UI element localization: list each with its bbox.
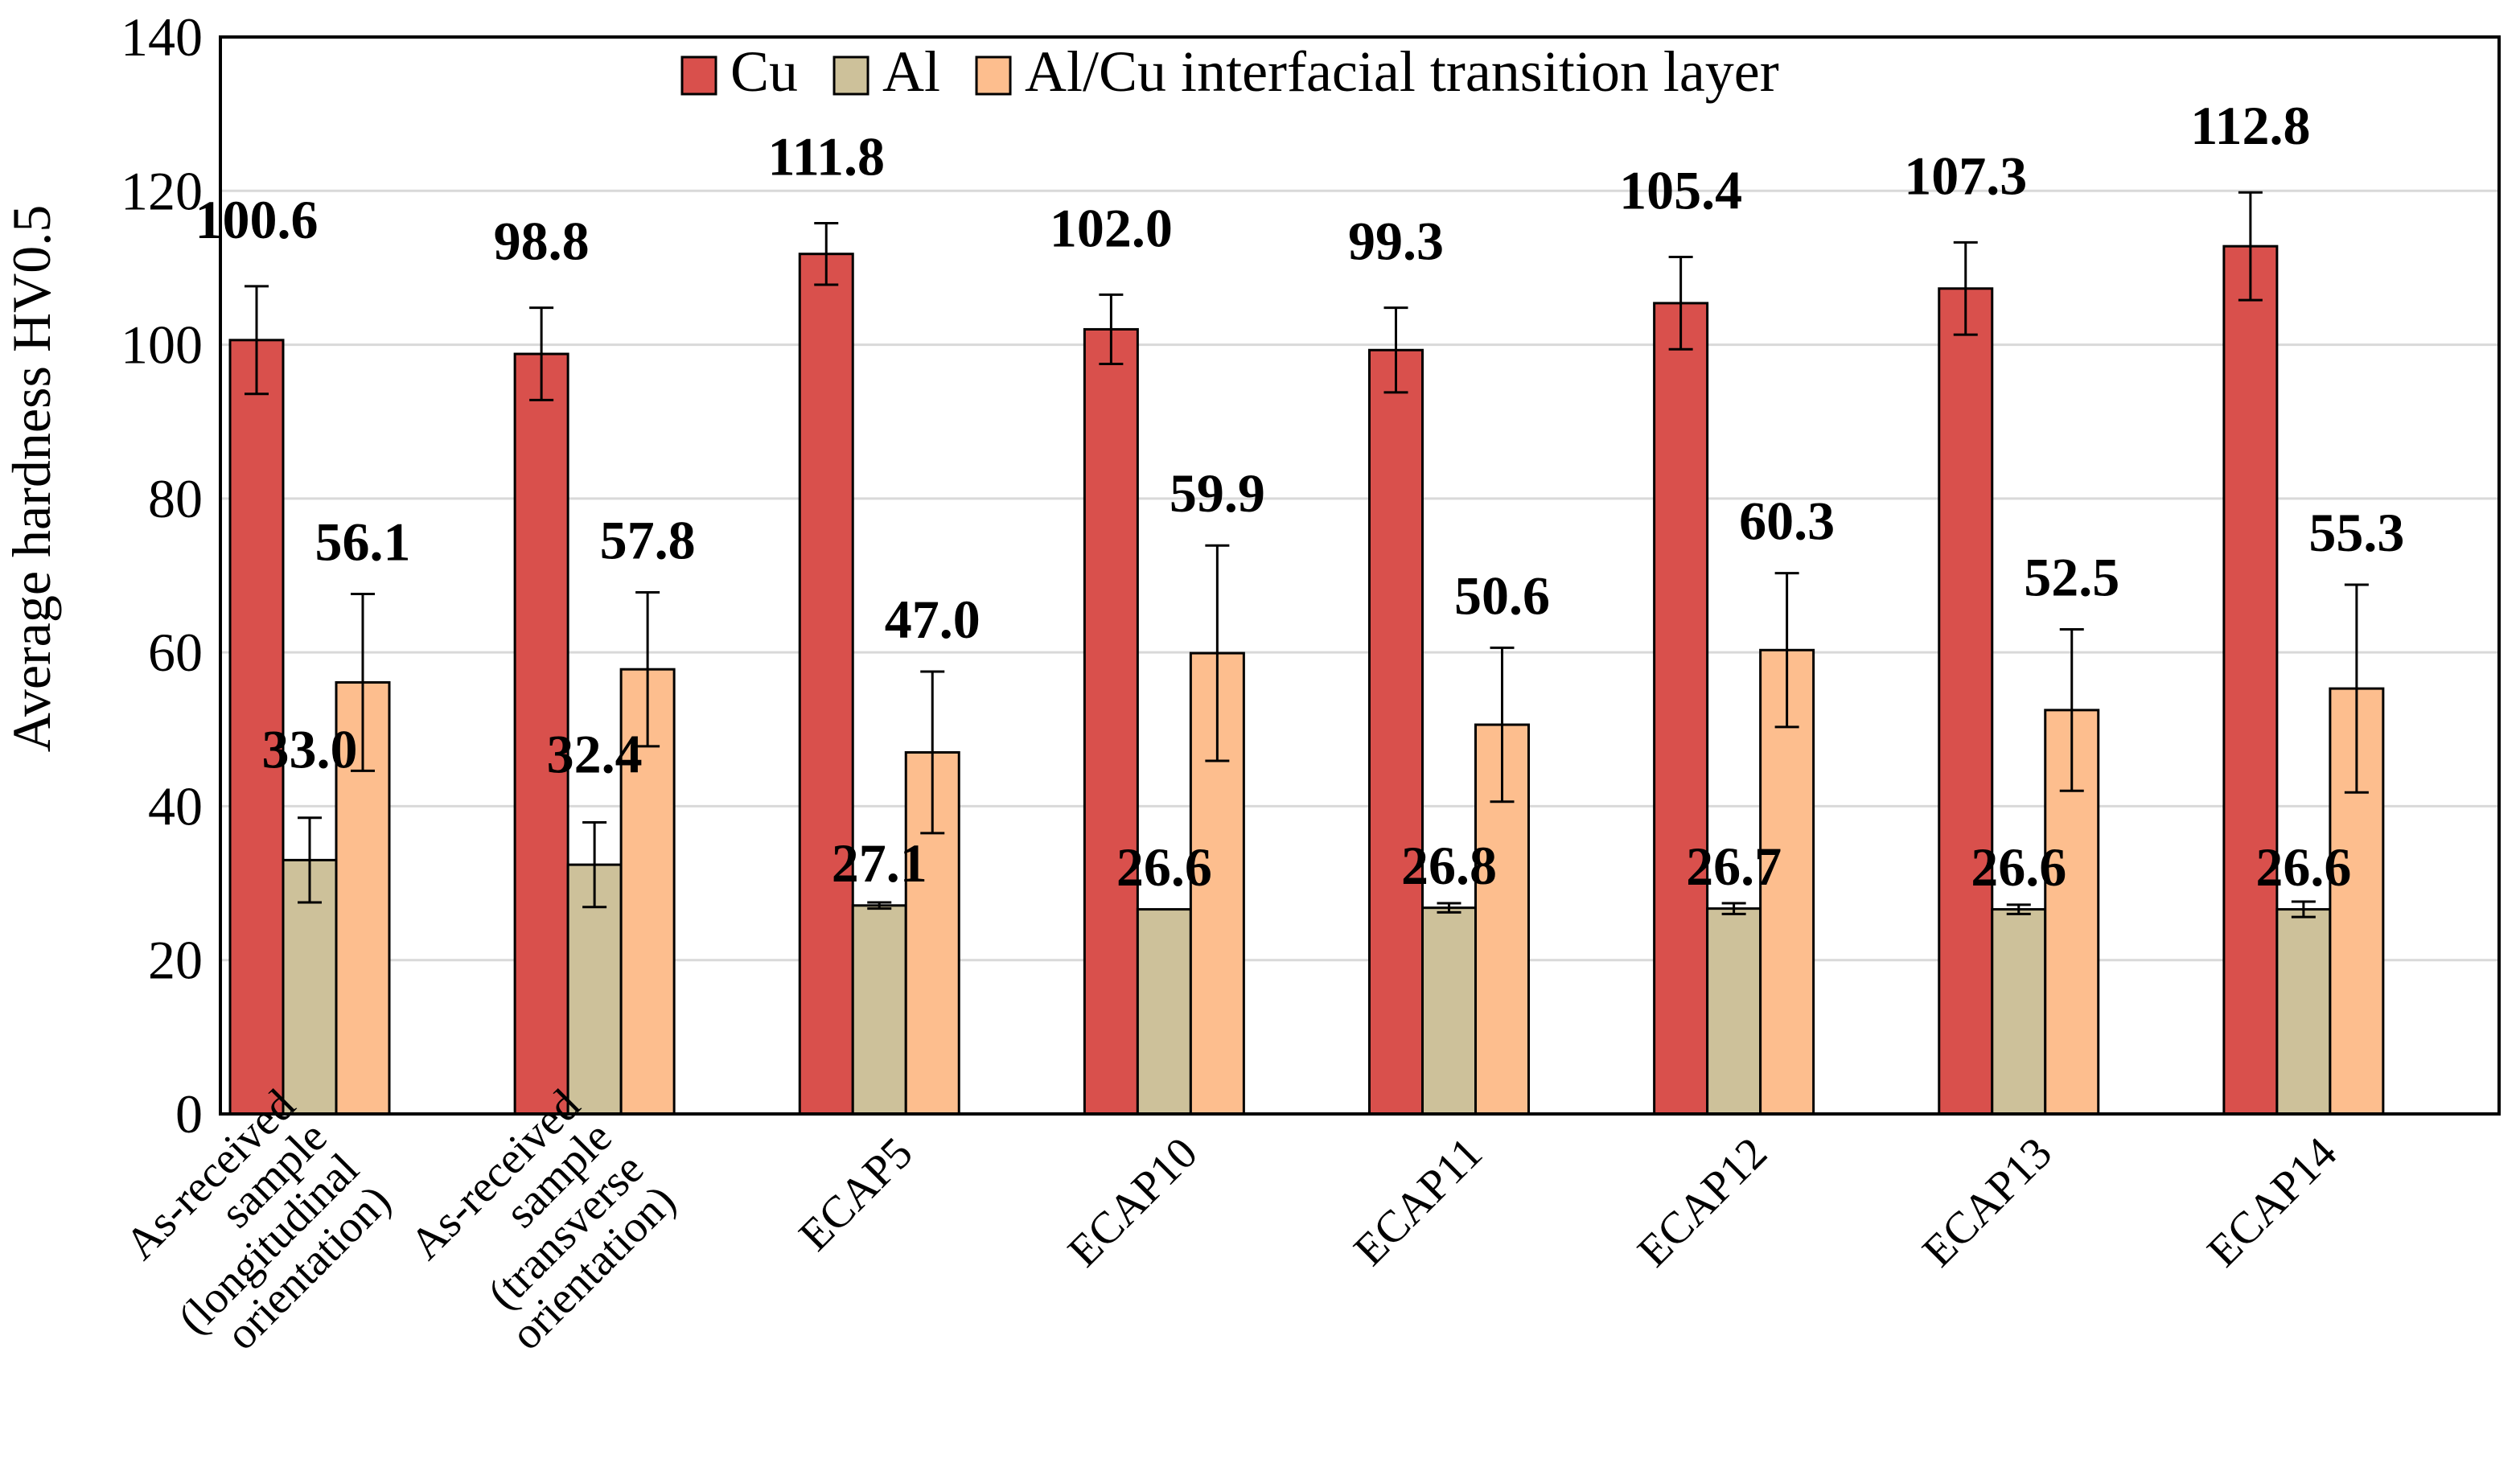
data-label: 56.1	[315, 511, 411, 572]
x-category-label-line: ECAP10	[1059, 1128, 1207, 1276]
bar-Cu	[798, 253, 854, 1116]
data-label: 59.9	[1170, 462, 1265, 524]
y-tick-label: 100	[121, 314, 203, 376]
bar-Cu	[1368, 348, 1424, 1116]
y-tick-label: 120	[121, 160, 203, 221]
legend: Cu Al Al/Cu interfacial transition layer	[680, 39, 1779, 104]
data-label: 111.8	[768, 125, 886, 187]
legend-label: Cu	[730, 39, 798, 104]
y-tick-label: 80	[148, 468, 203, 529]
bar-Cu	[1653, 302, 1709, 1116]
x-category-label: ECAP5	[790, 1128, 923, 1260]
bar-Al	[1136, 908, 1192, 1116]
x-category-label: ECAP10	[1059, 1128, 1207, 1276]
bars	[228, 191, 2385, 1116]
bar-Al/Cu interfacial transition layer	[1759, 648, 1815, 1116]
x-category-label: As-receivedsample(longitudinalorientatio…	[116, 1080, 401, 1359]
bar-Al	[1991, 908, 2047, 1116]
data-label: 50.6	[1454, 565, 1550, 626]
data-label: 26.6	[1971, 836, 2066, 898]
data-label: 105.4	[1619, 160, 1742, 221]
data-label: 98.8	[494, 211, 590, 272]
data-label: 99.3	[1348, 211, 1444, 272]
data-label: 112.8	[2190, 95, 2310, 156]
data-label: 26.8	[1401, 835, 1497, 896]
data-label: 32.4	[547, 723, 643, 784]
x-category-label-line: ECAP11	[1345, 1128, 1492, 1275]
data-label: 52.5	[2024, 546, 2119, 607]
bar-Al	[2275, 908, 2332, 1116]
plot-frame	[219, 35, 2501, 1116]
data-label: 57.8	[600, 510, 696, 571]
data-label: 107.3	[1904, 145, 2027, 206]
y-tick-label: 40	[148, 775, 203, 836]
x-category-label-line: ECAP12	[1628, 1128, 1777, 1276]
bar-Cu	[1938, 287, 1994, 1116]
x-category-label-line: ECAP5	[790, 1128, 923, 1260]
x-category-label-line: ECAP13	[1913, 1128, 2062, 1276]
data-label: 55.3	[2308, 502, 2404, 563]
x-category-label-line: ECAP14	[2198, 1128, 2347, 1276]
x-category-label: ECAP13	[1913, 1128, 2062, 1276]
data-label: 26.7	[1686, 836, 1782, 897]
x-category-label: ECAP11	[1345, 1128, 1492, 1275]
bar-Al	[1421, 906, 1477, 1116]
x-category-label: ECAP14	[2198, 1128, 2347, 1276]
y-tick-label: 0	[175, 1083, 203, 1145]
y-tick-label: 20	[148, 930, 203, 991]
data-labels: 100.6 98.8 111.8 102.0 99.3 105.4 107.3 112.8 33…	[195, 95, 2405, 898]
bar-Cu	[1083, 327, 1139, 1116]
data-label: 102.0	[1050, 197, 1173, 258]
legend-swatch	[832, 55, 869, 96]
data-label: 27.1	[832, 832, 927, 894]
y-axis-title: Average hardness HV0.5	[1, 205, 62, 752]
data-label: 100.6	[195, 189, 319, 250]
bar-Al	[851, 904, 907, 1116]
data-label: 26.6	[1116, 836, 1212, 898]
y-tick-label: 140	[121, 6, 203, 68]
data-label: 33.0	[262, 719, 358, 780]
y-tick-label: 60	[148, 622, 203, 683]
legend-label: Al/Cu interfacial transition layer	[1025, 39, 1779, 104]
axes: 0 20 40 60 80 100 120 140 As-receivedsample(long…	[116, 6, 2501, 1359]
x-category-label: ECAP12	[1628, 1128, 1777, 1276]
data-label: 47.0	[885, 589, 980, 650]
data-label: 60.3	[1739, 491, 1835, 552]
legend-label: Al	[882, 39, 940, 104]
bar-Al	[1706, 907, 1762, 1116]
legend-swatch	[680, 55, 717, 96]
legend-swatch	[975, 55, 1012, 96]
data-label: 26.6	[2255, 836, 2351, 898]
bar-Cu	[2222, 245, 2279, 1116]
